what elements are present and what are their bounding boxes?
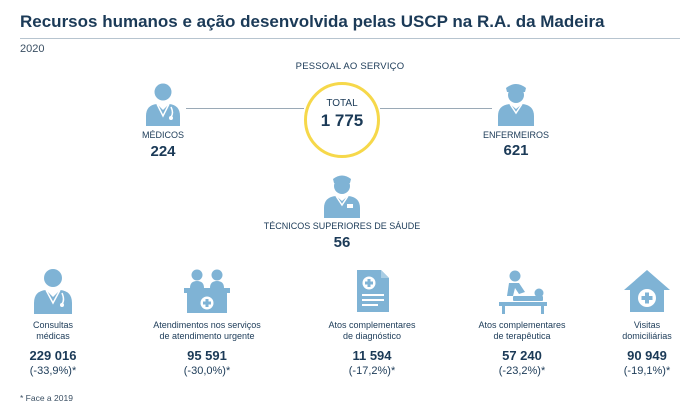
doctor-icon — [31, 268, 75, 314]
indicator-urgent-care-value: 95 591 — [187, 348, 227, 363]
indicator-home-visits-change: (-19,1%)* — [623, 365, 671, 377]
indicator-therapy-label: Atos complementares de terapêutica — [478, 320, 566, 341]
technicians-label: TÉCNICOS SUPERIORES DE SÁUDE — [263, 221, 421, 231]
indicator-consultations-value: 229 016 — [29, 348, 77, 363]
connector-left — [186, 108, 304, 109]
technician-icon — [321, 172, 363, 218]
total-circle — [304, 82, 380, 158]
indicator-diagnostic-label: Atos complementares de diagnóstico — [328, 320, 416, 341]
footnote: * Face a 2019 — [20, 393, 73, 403]
medical-report-icon — [353, 268, 391, 314]
indicator-consultations-change: (-33,9%)* — [29, 365, 77, 377]
nurse-icon — [495, 80, 537, 126]
indicator-urgent-care-change: (-30,0%)* — [183, 365, 231, 377]
nurses-label: ENFERMEIROS — [482, 130, 549, 140]
total-label: TOTAL — [326, 98, 358, 109]
indicator-diagnostic-change: (-17,2%)* — [348, 365, 396, 377]
indicator-therapy-value: 57 240 — [502, 348, 542, 363]
doctors-label: MÉDICOS — [141, 130, 184, 140]
indicator-consultations-label: Consultas médicas — [32, 320, 74, 341]
staff-heading: PESSOAL AO SERVIÇO — [295, 61, 405, 72]
doctor-icon — [143, 82, 183, 126]
home-visit-icon — [622, 268, 672, 314]
reception-desk-icon — [180, 268, 234, 314]
nurses-value: 621 — [503, 142, 529, 159]
connector-right — [380, 108, 492, 109]
page-title: Recursos humanos e ação desenvolvida pel… — [20, 12, 605, 31]
indicator-home-visits-label: Visitas domiciliárias — [622, 320, 672, 341]
title-divider — [20, 38, 680, 39]
indicator-urgent-care-label: Atendimentos nos serviços de atendimento… — [153, 320, 261, 341]
indicator-diagnostic-value: 11 594 — [352, 348, 392, 363]
technicians-value: 56 — [333, 234, 351, 251]
total-value: 1 775 — [320, 111, 364, 130]
indicator-therapy-change: (-23,2%)* — [498, 365, 546, 377]
year-label: 2020 — [20, 43, 45, 55]
therapy-icon — [495, 270, 549, 314]
indicator-home-visits-value: 90 949 — [627, 348, 667, 363]
doctors-value: 224 — [150, 143, 176, 160]
